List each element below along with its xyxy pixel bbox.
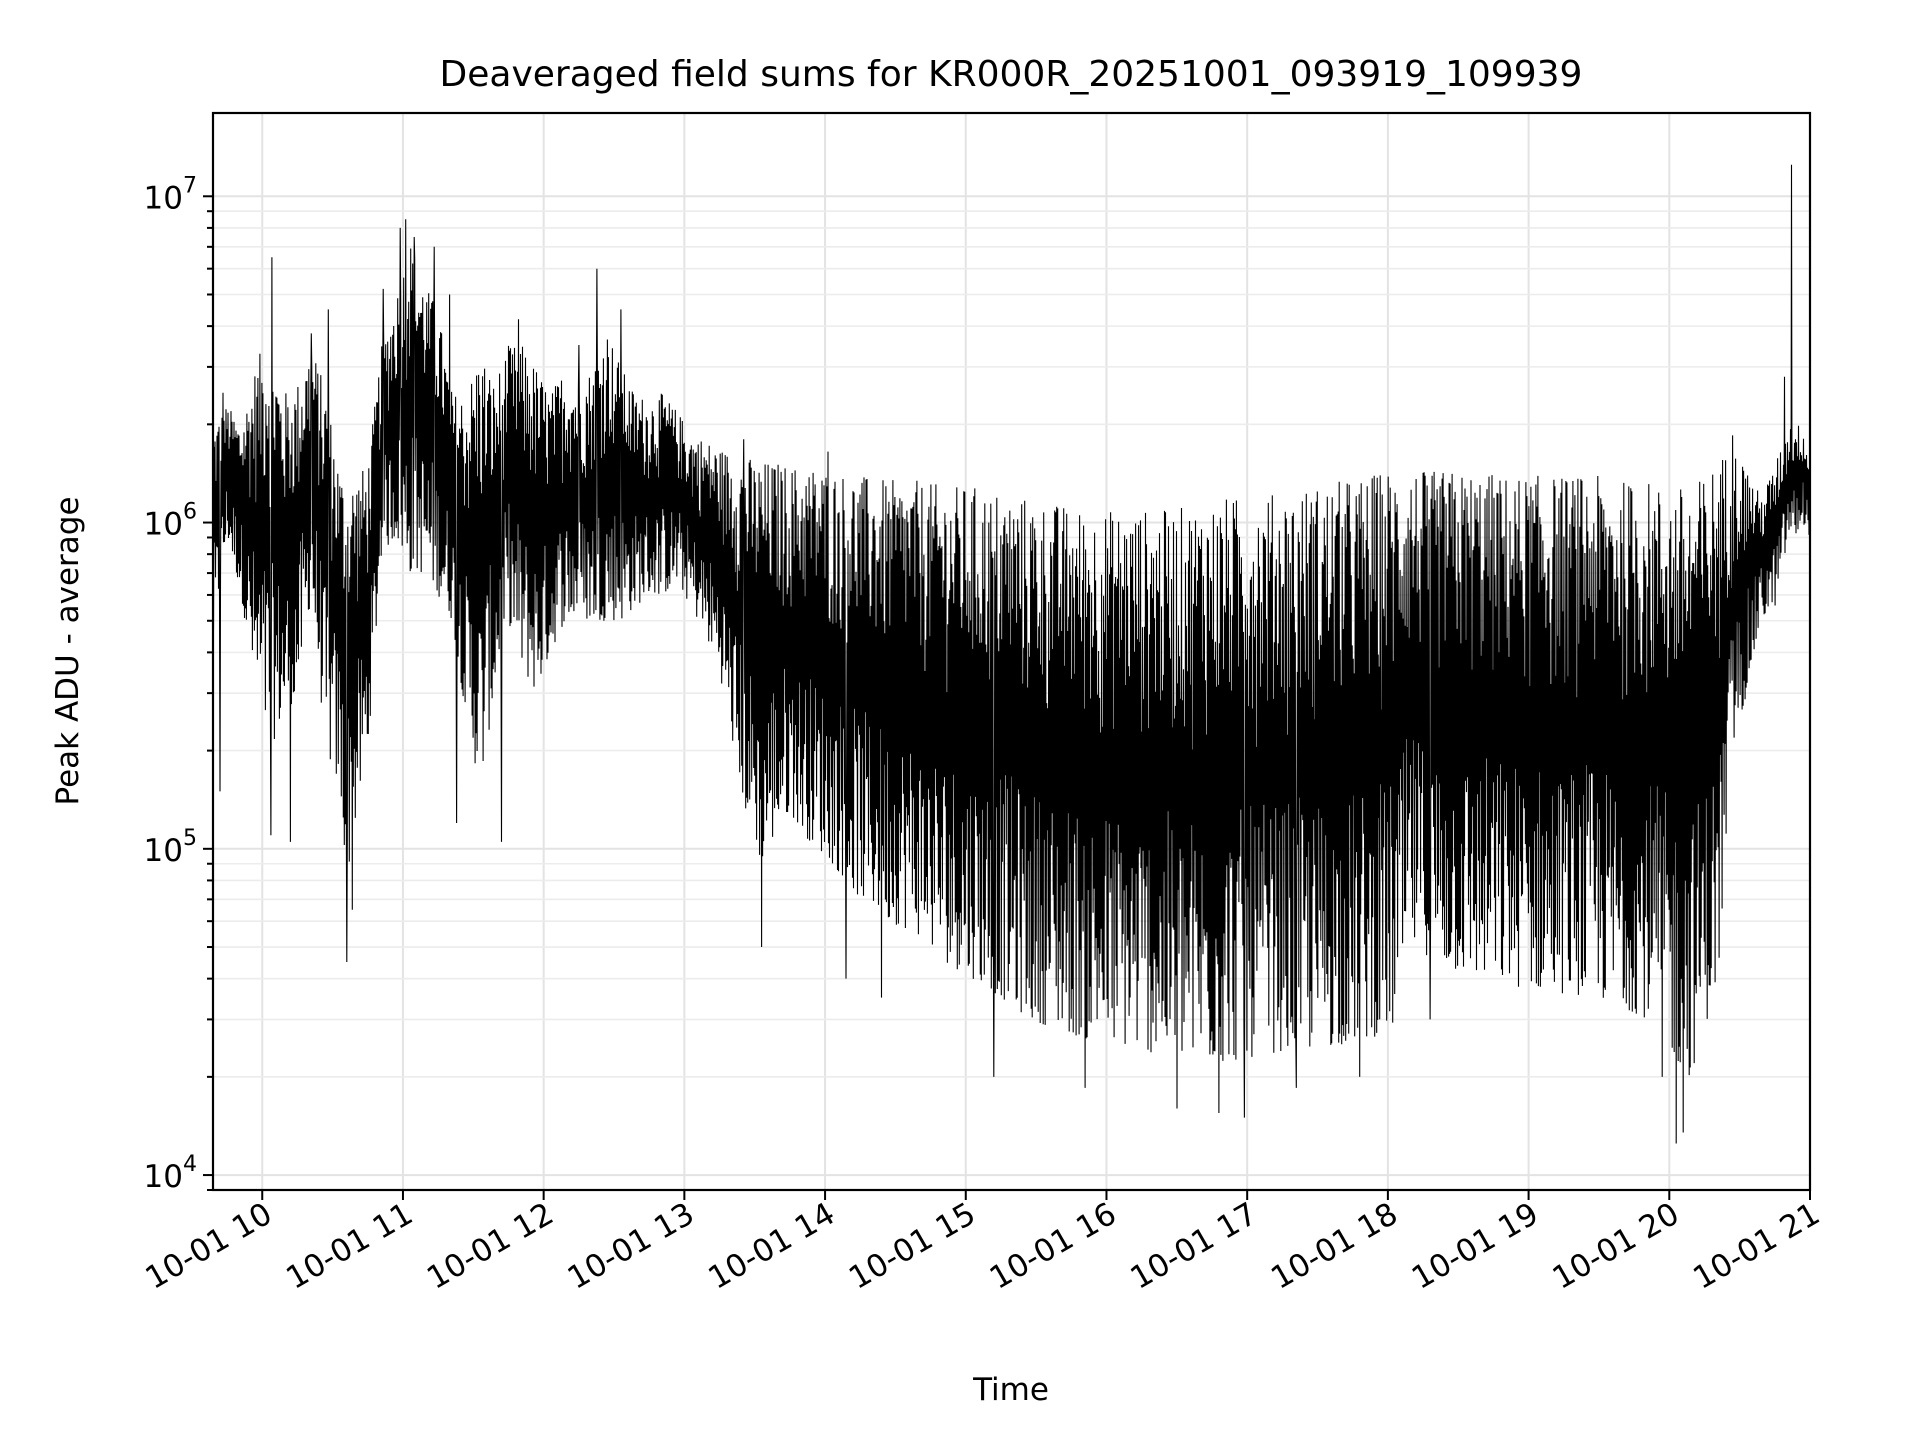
y-axis: 104 105 106 107 — [144, 173, 213, 1195]
y-tick-label: 105 — [144, 826, 197, 869]
y-axis-label: Peak ADU - average — [50, 496, 86, 805]
x-tick-label: 10-01 20 — [1547, 1196, 1686, 1297]
x-axis: 10-01 10 10-01 11 10-01 12 10-01 13 10-01 14… — [140, 1190, 1826, 1297]
x-tick-label: 10-01 10 — [140, 1196, 279, 1297]
x-tick-label: 10-01 21 — [1687, 1196, 1826, 1297]
x-tick-label: 10-01 13 — [562, 1196, 701, 1297]
x-axis-label: Time — [972, 1372, 1049, 1408]
y-tick-label: 106 — [144, 500, 197, 543]
x-tick-label: 10-01 12 — [421, 1196, 560, 1297]
x-tick-label: 10-01 19 — [1406, 1196, 1545, 1297]
x-tick-label: 10-01 14 — [702, 1196, 841, 1297]
y-tick-label: 107 — [144, 173, 197, 216]
x-tick-label: 10-01 15 — [843, 1196, 982, 1297]
x-tick-label: 10-01 18 — [1265, 1196, 1404, 1297]
y-tick-label: 104 — [144, 1152, 197, 1195]
x-tick-label: 10-01 17 — [1124, 1196, 1263, 1297]
series-path — [212, 164, 1811, 1144]
x-tick-label: 10-01 11 — [280, 1196, 419, 1297]
x-tick-label: 10-01 16 — [984, 1196, 1123, 1297]
series-line — [212, 164, 1811, 1144]
chart-title: Deaveraged field sums for KR000R_2025100… — [440, 54, 1583, 95]
